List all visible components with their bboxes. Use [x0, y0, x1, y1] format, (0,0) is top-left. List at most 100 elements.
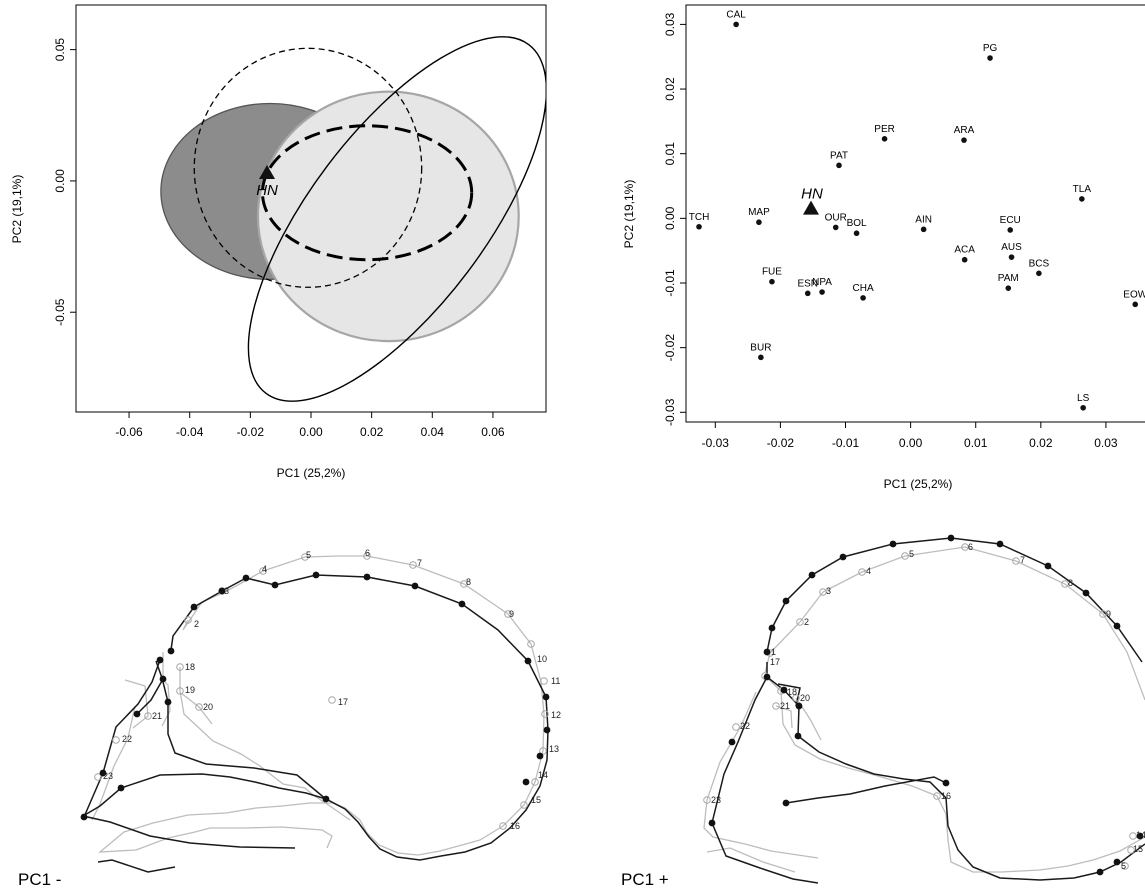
- reference-landmark: [531, 778, 539, 786]
- landmark-label: 14: [538, 770, 548, 780]
- point-label-ecu: ECU: [1000, 215, 1021, 226]
- target-landmark: [271, 581, 279, 589]
- point-npa: [819, 289, 825, 295]
- point-pat: [836, 162, 842, 169]
- target-landmark: [780, 686, 788, 694]
- landmark-label: 18: [787, 687, 797, 697]
- x-tick-label: -0.03: [702, 436, 730, 450]
- landmark-label: 17: [338, 697, 348, 707]
- reference-landmark: [259, 567, 267, 575]
- target-landmark: [522, 778, 530, 786]
- target-landmark: [795, 702, 803, 710]
- reference-landmark: [858, 568, 866, 576]
- target-landmark: [1113, 858, 1121, 866]
- landmark-label: 3: [224, 586, 229, 596]
- x-tick-label: 0.04: [421, 425, 445, 439]
- y-tick-label: 0.00: [53, 169, 67, 193]
- y-tick-label: 0.05: [53, 38, 67, 62]
- point-per: [881, 136, 888, 142]
- group-ellipse-dashed-thick: [260, 124, 474, 262]
- reference-landmark: [520, 801, 528, 809]
- landmark-label: 2: [194, 619, 199, 629]
- point-label-esn: ESN: [797, 278, 818, 289]
- reference-landmark: [539, 747, 547, 755]
- target-landmark: [996, 540, 1004, 548]
- point-label-aca: ACA: [954, 245, 975, 256]
- target-landmark: [768, 624, 776, 632]
- x-tick-label: -0.02: [237, 425, 265, 439]
- landmark-label: 19: [185, 685, 195, 695]
- target-landmark: [839, 553, 847, 561]
- x-tick-label: 0.01: [964, 436, 988, 450]
- ellipse-plot-x-label: PC1 (25,2%): [277, 466, 346, 480]
- pc1-plus-label: PC1 +: [621, 870, 669, 889]
- point-label-pat: PAT: [830, 150, 848, 161]
- point-aca: [961, 256, 968, 263]
- landmark-label: 8: [466, 577, 471, 587]
- target-landmark: [947, 534, 955, 542]
- ellipse-plot-y-label: PC2 (19,1%): [10, 175, 24, 244]
- x-tick-label: -0.04: [176, 425, 204, 439]
- y-tick-label: 0.03: [663, 12, 677, 36]
- reference-landmark: [732, 723, 740, 731]
- x-tick-label: 0.00: [299, 425, 323, 439]
- reference-landmark: [796, 618, 804, 626]
- point-tch: [696, 223, 702, 230]
- target-landmark: [763, 673, 771, 681]
- reference-landmark: [961, 543, 969, 551]
- target-landmark: [218, 587, 226, 595]
- landmark-label: 5: [1121, 861, 1126, 871]
- target-landmark: [728, 738, 736, 746]
- reference-landmark: [541, 710, 549, 718]
- point-label-ara: ARA: [954, 125, 975, 136]
- reference-landmark: [363, 552, 371, 560]
- reference-landmark: [540, 677, 548, 685]
- point-esn: [804, 290, 811, 297]
- landmark-label: 6: [968, 542, 973, 552]
- reference-landmark: [112, 736, 120, 744]
- point-pam: [1005, 285, 1012, 291]
- landmark-label: 1: [771, 647, 776, 657]
- point-label-tch: TCH: [689, 212, 710, 223]
- reference-landmark: [184, 616, 192, 624]
- point-label-ain: AIN: [915, 214, 932, 225]
- point-label-map: MAP: [748, 207, 770, 218]
- x-tick-label: 0.00: [899, 436, 923, 450]
- point-map: [756, 219, 762, 226]
- target-landmark: [80, 813, 88, 821]
- target-landmark: [536, 752, 544, 760]
- x-tick-label: 0.03: [1094, 436, 1118, 450]
- point-bcs: [1036, 270, 1042, 277]
- hn-triangle-marker: [259, 165, 276, 180]
- point-eow: [1132, 301, 1139, 308]
- landmark-label: 9: [1106, 609, 1111, 619]
- target-landmark: [322, 795, 330, 803]
- y-tick-label: -0.03: [663, 398, 677, 426]
- target-landmark: [99, 769, 107, 777]
- landmark-label: 4: [866, 566, 871, 576]
- landmark-label: 22: [122, 734, 132, 744]
- point-label-fue: FUE: [762, 267, 782, 278]
- point-label-ls: LS: [1077, 393, 1090, 404]
- target-landmark: [782, 799, 790, 807]
- reference-landmark: [901, 552, 909, 560]
- point-aus: [1008, 254, 1015, 260]
- x-tick-label: 0.02: [1029, 436, 1053, 450]
- target-landmark: [164, 698, 172, 706]
- reference-landmark: [703, 796, 711, 804]
- target-landmark: [167, 647, 175, 655]
- target-landmark: [190, 603, 198, 611]
- landmark-label: 17: [770, 657, 780, 667]
- reference-outline: [91, 555, 545, 856]
- point-ara: [961, 137, 967, 143]
- landmark-label: 2: [804, 617, 809, 627]
- landmark-label: 12: [551, 710, 561, 720]
- reference-landmark: [94, 773, 102, 781]
- point-tla: [1079, 196, 1085, 202]
- point-label-bcs: BCS: [1029, 258, 1050, 269]
- landmark-label: 21: [152, 711, 162, 721]
